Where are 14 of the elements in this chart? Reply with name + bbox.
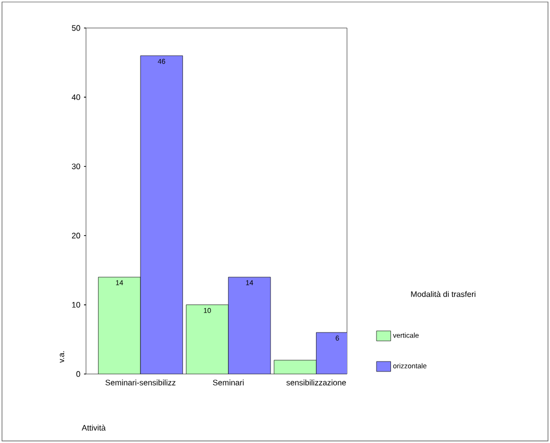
x-tick-label: sensibilizzazione xyxy=(286,380,346,386)
x-axis-title: Attività xyxy=(82,424,106,431)
bar xyxy=(98,276,141,374)
y-tick-label: 10 xyxy=(72,302,80,308)
y-axis-title: v.a. xyxy=(60,351,64,363)
y-tick-label: 40 xyxy=(72,94,80,100)
x-tick-label: Seminari-sensibilizz xyxy=(106,380,176,386)
x-tick-label: Seminari xyxy=(212,380,244,386)
legend-title: Modalità di trasferi xyxy=(411,290,476,297)
y-tick-label: 20 xyxy=(72,232,80,238)
bar xyxy=(186,304,229,374)
y-tick-label: 0 xyxy=(76,371,80,377)
y-tick-label: 50 xyxy=(72,25,80,31)
y-tick-label: 30 xyxy=(72,164,80,170)
